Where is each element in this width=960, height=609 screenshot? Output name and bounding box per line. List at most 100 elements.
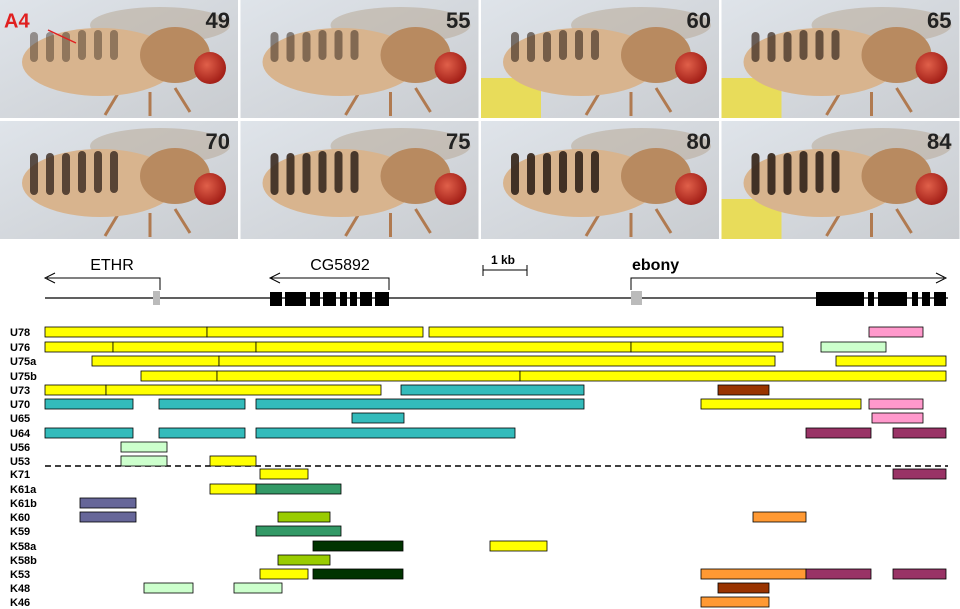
fragment	[259, 468, 309, 480]
fragment	[868, 398, 924, 410]
fragment	[892, 568, 947, 580]
fragment	[277, 554, 331, 566]
thorax	[140, 27, 210, 83]
fragment	[44, 384, 107, 396]
stripe	[783, 153, 792, 195]
thorax	[861, 148, 932, 204]
cg5892-arrow	[268, 272, 390, 290]
age-label: 55	[446, 8, 470, 33]
stripe	[302, 32, 311, 62]
photo: 55	[240, 0, 479, 118]
row-label: U53	[10, 456, 30, 468]
stripe	[318, 151, 327, 193]
fragment	[209, 455, 257, 467]
fragment	[79, 497, 137, 509]
age-label: 60	[687, 8, 711, 33]
segment-marker: A4	[4, 10, 30, 32]
age-label: 75	[446, 129, 470, 154]
fragment	[105, 384, 382, 396]
fragment	[158, 427, 246, 439]
fragment	[44, 398, 134, 410]
exon	[153, 291, 160, 305]
stripe	[591, 151, 599, 193]
stripe	[511, 32, 519, 62]
fragment	[892, 468, 947, 480]
eye	[675, 52, 707, 84]
row-label: K46	[10, 597, 30, 609]
thorax	[140, 148, 210, 204]
photo: 84	[721, 121, 960, 239]
fragment	[868, 326, 924, 338]
row-label: K61b	[10, 498, 37, 510]
row-label: U75a	[10, 356, 37, 368]
stripe	[575, 151, 583, 193]
exon	[270, 292, 282, 306]
abdomen	[262, 28, 419, 96]
stripe	[30, 153, 38, 195]
fragment	[255, 427, 516, 439]
fragment	[700, 398, 862, 410]
stripe	[543, 153, 551, 195]
thorax	[380, 27, 451, 83]
fragment	[112, 341, 257, 353]
fragment	[259, 568, 309, 580]
exon	[934, 292, 946, 306]
stripe	[30, 32, 38, 62]
row-label: K58b	[10, 555, 37, 567]
stripe	[302, 153, 311, 195]
eye	[194, 52, 226, 84]
row-label: K61a	[10, 484, 37, 496]
stripe	[831, 30, 840, 60]
exon	[912, 292, 918, 306]
age-label: 49	[206, 8, 230, 33]
fragment	[630, 341, 784, 353]
stripe	[334, 30, 343, 60]
stripe	[318, 30, 327, 60]
stripe	[94, 151, 102, 193]
fragment	[871, 412, 924, 424]
stripe	[334, 151, 343, 193]
exon	[323, 292, 336, 306]
exon	[816, 292, 864, 306]
stripe	[110, 30, 118, 60]
stripe	[815, 30, 824, 60]
row-label: K53	[10, 569, 30, 581]
ethr-arrow	[43, 272, 161, 290]
stripe	[799, 30, 808, 60]
scale-bar	[482, 265, 528, 276]
fragment	[158, 398, 246, 410]
stripe	[799, 151, 808, 193]
gene-label: ebony	[632, 257, 679, 274]
fragment	[209, 483, 257, 495]
stripe	[78, 151, 86, 193]
stripe	[46, 32, 54, 62]
stripe	[270, 32, 279, 62]
stripe	[110, 151, 118, 193]
thorax	[380, 148, 451, 204]
gene-label: CG5892	[310, 257, 370, 274]
stripe	[350, 151, 359, 193]
row-label: U76	[10, 342, 30, 354]
abdomen	[22, 28, 178, 96]
row-label: K59	[10, 526, 30, 538]
stripe	[751, 153, 760, 195]
eye	[434, 173, 467, 205]
fragment	[752, 511, 807, 523]
fragment	[255, 483, 342, 495]
exon	[922, 292, 930, 306]
fragment	[255, 398, 585, 410]
exon	[285, 292, 306, 306]
photo: 65	[721, 0, 960, 118]
fragment	[400, 384, 585, 396]
exon	[631, 291, 642, 305]
thorax	[621, 148, 691, 204]
fragment	[519, 370, 947, 382]
fragment	[805, 427, 872, 439]
fragment	[44, 427, 134, 439]
exon	[340, 292, 347, 306]
fragment	[255, 341, 632, 353]
fragment	[820, 341, 887, 353]
ebony-arrow	[630, 272, 948, 290]
stripe	[527, 32, 535, 62]
